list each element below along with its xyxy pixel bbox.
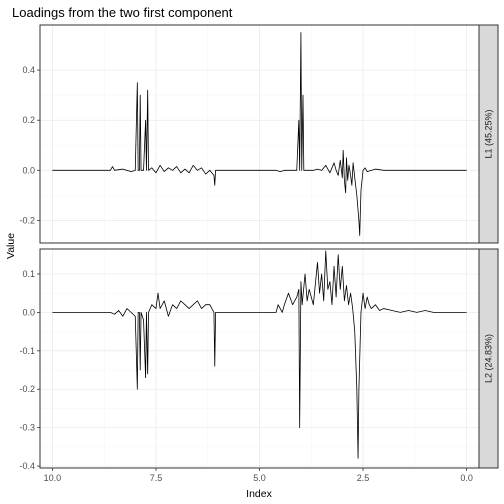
y-tick-label: -0.2 [19,384,35,394]
y-tick-label: 0.1 [22,269,35,279]
x-tick-label: 0.0 [460,473,473,483]
y-tick-label: 0.4 [22,65,35,75]
y-axis-label: Value [5,233,17,259]
x-axis-label: Index [246,488,272,500]
y-tick-label: -0.1 [19,346,35,356]
chart-title: Loadings from the two first component [12,5,233,20]
facet-strip-label: L2 (24.83%) [484,334,494,383]
y-tick-label: 0.0 [22,165,35,175]
y-tick-label: -0.2 [19,215,35,225]
x-tick-label: 2.5 [357,473,370,483]
facet-panels: -0.2 0.0 0.2 0.4 L1 (45.25%) -0.4 -0.3 -0.2 -0.1… [19,24,499,471]
panel-2: -0.4 -0.3 -0.2 -0.1 0.0 0.1 L2 (24.83%) [19,248,499,471]
y-tick-label: 0.2 [22,115,35,125]
x-axis: 10.0 7.5 5.0 2.5 0.0 [44,468,473,483]
y-tick-label: 0.0 [22,307,35,317]
y-tick-label: -0.4 [19,461,35,471]
panel-1: -0.2 0.0 0.2 0.4 L1 (45.25%) [19,24,499,244]
facet-strip [478,248,499,469]
x-tick-label: 10.0 [44,473,62,483]
loading-line [52,250,467,459]
facet-strip [478,24,499,244]
loading-line [52,32,467,236]
y-tick-label: -0.3 [19,423,35,433]
x-tick-label: 5.0 [253,473,266,483]
x-tick-label: 7.5 [150,473,163,483]
facet-strip-label: L1 (45.25%) [484,109,494,158]
